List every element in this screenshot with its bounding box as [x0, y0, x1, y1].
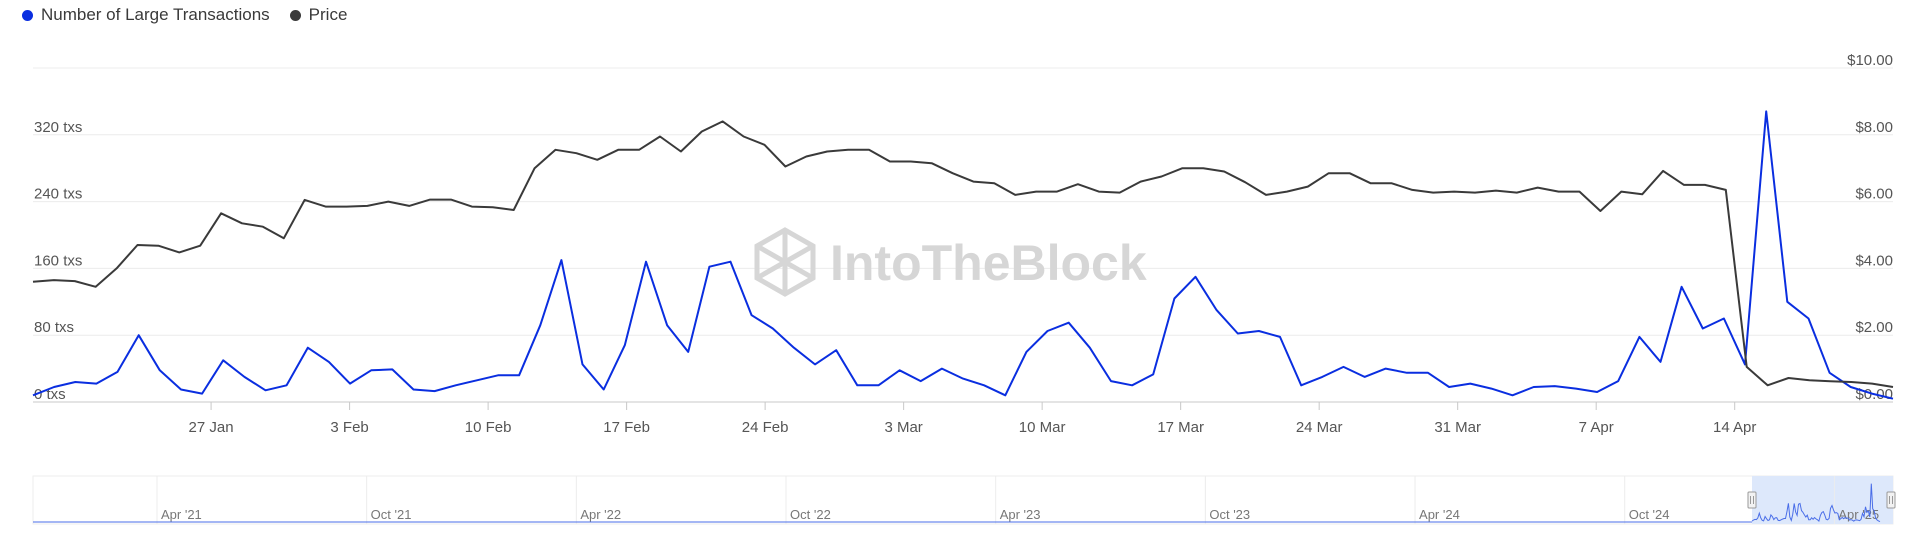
y-left-tick-label: 80 txs: [34, 319, 74, 336]
navigator-handle-right[interactable]: [1886, 491, 1896, 509]
y-right-tick-label: $6.00: [1855, 186, 1893, 203]
x-tick-label: 3 Feb: [330, 419, 368, 436]
navigator-label: Apr '24: [1419, 507, 1460, 522]
x-tick-label: 27 Jan: [189, 419, 234, 436]
y-right-tick-label: $2.00: [1855, 319, 1893, 336]
navigator-label: Apr '23: [1000, 507, 1041, 522]
navigator-label: Apr '22: [580, 507, 621, 522]
x-tick-label: 31 Mar: [1434, 419, 1481, 436]
gridlines: [33, 67, 1893, 403]
x-tick-label: 24 Feb: [742, 419, 789, 436]
navigator-background: [32, 475, 1894, 525]
x-axis: 27 Jan 3 Feb 10 Feb 17 Feb 24 Feb 3 Mar 10 Mar…: [189, 402, 1756, 436]
x-tick-label: 17 Mar: [1157, 419, 1204, 436]
x-tick-label: 24 Mar: [1296, 419, 1343, 436]
range-navigator[interactable]: Apr '21 Oct '21 Apr '22 Oct '22 Apr '23 Oct '…: [32, 475, 1896, 525]
navigator-label: Apr '21: [161, 507, 202, 522]
y-left-tick-label: 320 txs: [34, 119, 82, 136]
legend-label-price: Price: [308, 5, 348, 24]
legend-item-large-transactions[interactable]: Number of Large Transactions: [22, 5, 270, 25]
y-left-tick-label: 0 txs: [34, 386, 66, 403]
y-right-tick-label: $4.00: [1855, 252, 1893, 269]
watermark: IntoTheBlock: [754, 227, 1147, 297]
legend-item-price[interactable]: Price: [289, 5, 348, 25]
x-tick-label: 7 Apr: [1579, 419, 1614, 436]
y-right-tick-label: $10.00: [1847, 52, 1893, 69]
y-right-tick-label: $8.00: [1855, 119, 1893, 136]
x-tick-label: 3 Mar: [884, 419, 922, 436]
navigator-label: Oct '23: [1209, 507, 1250, 522]
legend-dot-price: [289, 9, 301, 21]
navigator-label: Oct '21: [371, 507, 412, 522]
watermark-logo-icon: [754, 227, 816, 297]
navigator-label: Oct '22: [790, 507, 831, 522]
legend-label-large-transactions: Number of Large Transactions: [41, 5, 270, 24]
y-axis-right: $0.00$2.00$4.00$6.00$8.00$10.00: [1847, 52, 1893, 403]
navigator-handle-left[interactable]: [1747, 491, 1757, 509]
series-line-price: [32, 120, 1894, 388]
x-tick-label: 17 Feb: [603, 419, 650, 436]
y-axis-left: 0 txs 80 txs 160 txs 240 txs 320 txs: [34, 119, 82, 403]
series-line-large-transactions: [32, 110, 1894, 400]
x-tick-label: 10 Mar: [1019, 419, 1066, 436]
legend-dot-large-transactions: [22, 9, 33, 21]
watermark-text: IntoTheBlock: [830, 235, 1147, 291]
navigator-label: Oct '24: [1629, 507, 1670, 522]
x-tick-label: 10 Feb: [465, 419, 512, 436]
y-left-tick-label: 240 txs: [34, 186, 82, 203]
series-lines: [32, 110, 1894, 400]
x-tick-label: 14 Apr: [1713, 419, 1756, 436]
navigator-series-large-transactions: [1751, 483, 1881, 523]
chart-legend: Number of Large Transactions Price: [22, 4, 347, 26]
y-left-tick-label: 160 txs: [34, 252, 82, 269]
